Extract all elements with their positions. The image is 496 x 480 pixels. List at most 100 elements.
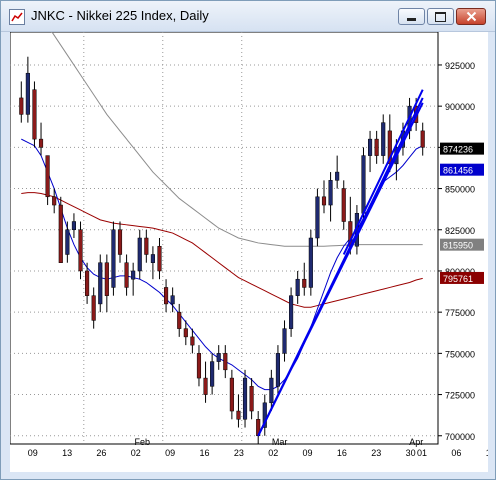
candle-body [71,221,76,231]
candle-body [368,138,373,156]
price-badge [440,238,484,251]
minimize-button[interactable] [398,8,425,25]
x-tick-label: 06 [451,448,461,458]
x-tick-label: 16 [199,448,209,458]
candle-body [111,229,116,288]
month-label: Feb [135,437,151,447]
x-tick-label: 26 [96,448,106,458]
candle-body [38,138,44,148]
candle-body [210,361,215,387]
price-badge [440,142,484,155]
x-tick-label: 13 [486,448,488,458]
candle-body [341,188,346,222]
candle-body [249,386,254,412]
candle-body [321,196,327,206]
candle-body [25,72,30,115]
x-tick-label: 13 [62,448,72,458]
maximize-icon [435,11,446,22]
x-tick-label: 16 [337,448,347,458]
candle-body [124,262,129,288]
candle-body [164,287,169,305]
candle-body [203,377,208,395]
candle-body [65,229,70,255]
price-badge-label: 861456 [443,166,473,176]
candle-body [308,237,313,288]
price-badge-label: 815950 [443,241,473,251]
y-tick-label: 925000 [445,61,475,71]
candle-body [282,328,287,354]
x-tick-label: 23 [234,448,244,458]
candle-body [216,353,221,362]
candle-body [196,353,202,379]
month-label: Mar [272,437,288,447]
price-badge [440,271,484,284]
candle-body [183,328,188,338]
x-tick-label: 09 [165,448,175,458]
candle-body [295,278,300,296]
candle-body [302,278,307,288]
candle-body [104,262,109,296]
candle-body [381,122,386,156]
candle-body [91,295,96,321]
candle-body [229,377,234,412]
candle-body [262,402,267,428]
x-tick-label: 09 [303,448,313,458]
minimize-icon [407,18,416,21]
candle-body [19,97,24,115]
candle-body [223,353,228,371]
trendline [342,89,424,255]
candle-body [45,155,50,198]
candle-body [78,229,83,272]
close-icon [466,11,476,22]
candle-body [144,237,149,255]
x-tick-label: 30 [406,448,416,458]
x-tick-label: 09 [28,448,38,458]
x-tick-label: 23 [371,448,381,458]
chart-area[interactable]: 9250009000008750008500008250008000007750… [9,0,496,472]
title-bar[interactable]: JNKC - Nikkei 225 Index, Daily [1,1,495,32]
candle-body [85,270,90,296]
candle-body [98,262,103,305]
candle-body [315,196,320,239]
candle-body [150,254,155,263]
candle-body [361,155,366,214]
candle-body [170,295,175,305]
y-tick-label: 725000 [445,391,475,401]
candle-body [157,245,162,272]
candle-body [328,180,333,206]
x-tick-label: 01 [417,448,427,458]
window-title: JNKC - Nikkei 225 Index, Daily [31,8,209,23]
candle-body [420,130,425,148]
y-tick-label: 700000 [445,432,475,442]
candle-body [131,270,136,280]
candle-body [335,171,340,181]
x-tick-label: 02 [268,448,278,458]
candle-body [242,377,248,420]
y-tick-label: 900000 [445,102,475,112]
price-badge-label: 874236 [443,145,473,155]
price-badge [440,163,484,176]
candle-body [374,138,379,156]
candle-body [117,229,123,255]
month-label: Apr [409,437,423,447]
trendline [257,102,424,437]
y-tick-label: 825000 [445,226,475,236]
x-tick-label: 02 [131,448,141,458]
y-tick-label: 775000 [445,308,475,318]
candle-body [52,196,57,206]
candle-body [289,295,294,329]
candle-body [190,336,195,346]
ma-mid-line [21,192,423,308]
app-icon [9,9,25,25]
close-button[interactable] [456,8,486,25]
candlestick-chart[interactable]: 9250009000008750008500008250008000007750… [9,0,496,472]
candle-body [58,204,63,263]
y-tick-label: 850000 [445,185,475,195]
candle-body [269,377,274,404]
maximize-button[interactable] [427,8,454,25]
candle-body [177,311,182,329]
candle-body [137,237,142,272]
candle-body [236,410,241,420]
price-badge-label: 795761 [443,274,473,284]
